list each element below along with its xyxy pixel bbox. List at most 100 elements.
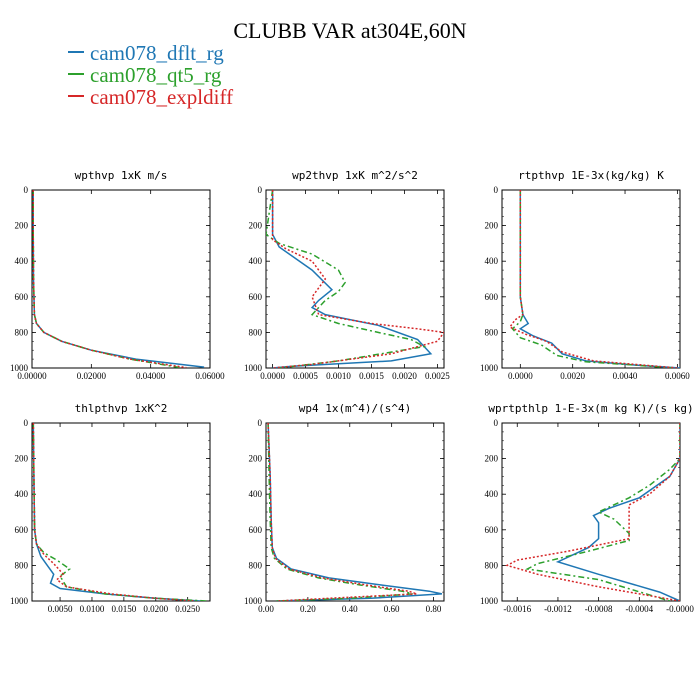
x-tick-label: -0.0008 bbox=[585, 604, 613, 614]
x-tick-label: 0.0200 bbox=[143, 604, 168, 614]
x-tick-label: -0.0016 bbox=[503, 604, 531, 614]
series-line-2 bbox=[32, 423, 207, 601]
y-tick-label: 400 bbox=[485, 489, 499, 499]
legend-label-dflt: cam078_dflt_rg bbox=[90, 41, 224, 65]
series-line-3 bbox=[267, 423, 418, 601]
plot-frame bbox=[265, 422, 445, 602]
series-line-1 bbox=[32, 423, 201, 601]
y-tick-label: 1000 bbox=[480, 596, 499, 606]
series-line-3 bbox=[271, 190, 444, 368]
x-tick-label: 0.0060 bbox=[665, 371, 690, 381]
panel-2: wp2thvp 1xK m^2/s^2020040060080010000.00… bbox=[244, 169, 450, 381]
x-tick-label: 0.80 bbox=[426, 604, 442, 614]
y-tick-label: 800 bbox=[485, 327, 499, 337]
legend-item-qt5: cam078_qt5_rg bbox=[68, 64, 233, 86]
x-tick-label: 0.0100 bbox=[80, 604, 105, 614]
x-tick-label: 0.02000 bbox=[77, 371, 107, 381]
series-line-3 bbox=[508, 190, 678, 368]
panel-title: wprtpthlp 1-E-3x(m kg K)/(s kg) bbox=[488, 402, 693, 415]
x-tick-label: 0.0020 bbox=[392, 371, 417, 381]
legend-label-expldiff: cam078_expldiff bbox=[90, 85, 234, 109]
x-tick-label: -0.0012 bbox=[544, 604, 572, 614]
y-tick-label: 400 bbox=[249, 489, 263, 499]
x-tick-label: 0.0150 bbox=[111, 604, 136, 614]
y-tick-label: 600 bbox=[485, 292, 499, 302]
y-tick-label: 0 bbox=[494, 418, 499, 428]
x-tick-label: 0.0000 bbox=[260, 371, 285, 381]
y-tick-label: 800 bbox=[15, 327, 29, 337]
x-tick-label: 0.0025 bbox=[425, 371, 450, 381]
series-line-3 bbox=[505, 423, 680, 601]
y-tick-label: 800 bbox=[249, 327, 263, 337]
series-line-2 bbox=[525, 423, 680, 601]
y-tick-label: 0 bbox=[258, 185, 263, 195]
plot-frame bbox=[501, 422, 681, 602]
series-line-2 bbox=[32, 190, 181, 368]
y-tick-label: 200 bbox=[249, 221, 263, 231]
x-tick-label: -0.0000 bbox=[666, 604, 694, 614]
y-tick-label: 200 bbox=[15, 454, 29, 464]
y-tick-label: 600 bbox=[15, 292, 29, 302]
plot-frame bbox=[31, 422, 211, 602]
x-tick-label: 0.60 bbox=[384, 604, 400, 614]
y-tick-label: 0 bbox=[24, 418, 29, 428]
legend-item-dflt: cam078_dflt_rg bbox=[68, 42, 233, 64]
y-tick-label: 800 bbox=[249, 560, 263, 570]
y-tick-label: 800 bbox=[485, 560, 499, 570]
x-tick-label: 0.04000 bbox=[136, 371, 166, 381]
series-line-3 bbox=[32, 423, 195, 601]
x-tick-label: 0.0015 bbox=[359, 371, 384, 381]
series-line-1 bbox=[267, 423, 443, 601]
panel-title: rtpthvp 1E-3x(kg/kg) K bbox=[518, 169, 664, 182]
y-tick-label: 800 bbox=[15, 560, 29, 570]
series-line-3 bbox=[32, 190, 187, 368]
y-tick-label: 0 bbox=[258, 418, 263, 428]
y-tick-label: 400 bbox=[249, 256, 263, 266]
y-tick-label: 600 bbox=[249, 292, 263, 302]
y-tick-label: 1000 bbox=[244, 596, 263, 606]
plot-frame bbox=[265, 189, 445, 369]
y-tick-label: 1000 bbox=[10, 363, 29, 373]
panel-title: wp4 1x(m^4)/(s^4) bbox=[299, 402, 412, 415]
x-tick-label: 0.0050 bbox=[48, 604, 73, 614]
x-tick-label: 0.00000 bbox=[17, 371, 47, 381]
y-tick-label: 0 bbox=[494, 185, 499, 195]
y-tick-label: 0 bbox=[24, 185, 29, 195]
legend-swatch-dflt bbox=[68, 51, 84, 54]
x-tick-label: 0.0040 bbox=[613, 371, 638, 381]
y-tick-label: 200 bbox=[249, 454, 263, 464]
panel-title: thlpthvp 1xK^2 bbox=[75, 402, 168, 415]
y-tick-label: 600 bbox=[15, 525, 29, 535]
legend-swatch-expldiff bbox=[68, 95, 84, 98]
plot-frame bbox=[31, 189, 211, 369]
legend-label-qt5: cam078_qt5_rg bbox=[90, 63, 222, 87]
x-tick-label: 0.40 bbox=[342, 604, 358, 614]
panel-6: wprtpthlp 1-E-3x(m kg K)/(s kg) 0 200 400 60… bbox=[480, 402, 694, 614]
y-tick-label: 200 bbox=[485, 221, 499, 231]
y-tick-label: 200 bbox=[485, 454, 499, 464]
y-tick-label: 400 bbox=[15, 489, 29, 499]
x-tick-label: -0.0004 bbox=[625, 604, 653, 614]
panel-3: rtpthvp 1E-3x(kg/kg) K 0 200 400 600 800 1000 0… bbox=[480, 169, 690, 381]
x-tick-label: 0.0020 bbox=[560, 371, 585, 381]
figure-title: CLUBB VAR at304E,60N bbox=[233, 18, 467, 43]
y-tick-label: 600 bbox=[249, 525, 263, 535]
legend-item-expldiff: cam078_expldiff bbox=[68, 86, 233, 108]
x-tick-label: 0.0010 bbox=[326, 371, 351, 381]
panel-title: wpthvp 1xK m/s bbox=[75, 169, 168, 182]
y-tick-label: 600 bbox=[485, 525, 499, 535]
series-line-1 bbox=[271, 190, 433, 368]
series-line-2 bbox=[266, 190, 427, 368]
x-tick-label: 0.20 bbox=[300, 604, 316, 614]
series-line-2 bbox=[267, 423, 413, 601]
legend-swatch-qt5 bbox=[68, 73, 84, 76]
panel-title: wp2thvp 1xK m^2/s^2 bbox=[292, 169, 418, 182]
y-tick-label: 200 bbox=[15, 221, 29, 231]
y-tick-label: 400 bbox=[485, 256, 499, 266]
series-line-1 bbox=[32, 190, 205, 368]
x-tick-label: 0.0250 bbox=[175, 604, 200, 614]
x-tick-label: 0.00 bbox=[258, 604, 274, 614]
y-tick-label: 1000 bbox=[480, 363, 499, 373]
